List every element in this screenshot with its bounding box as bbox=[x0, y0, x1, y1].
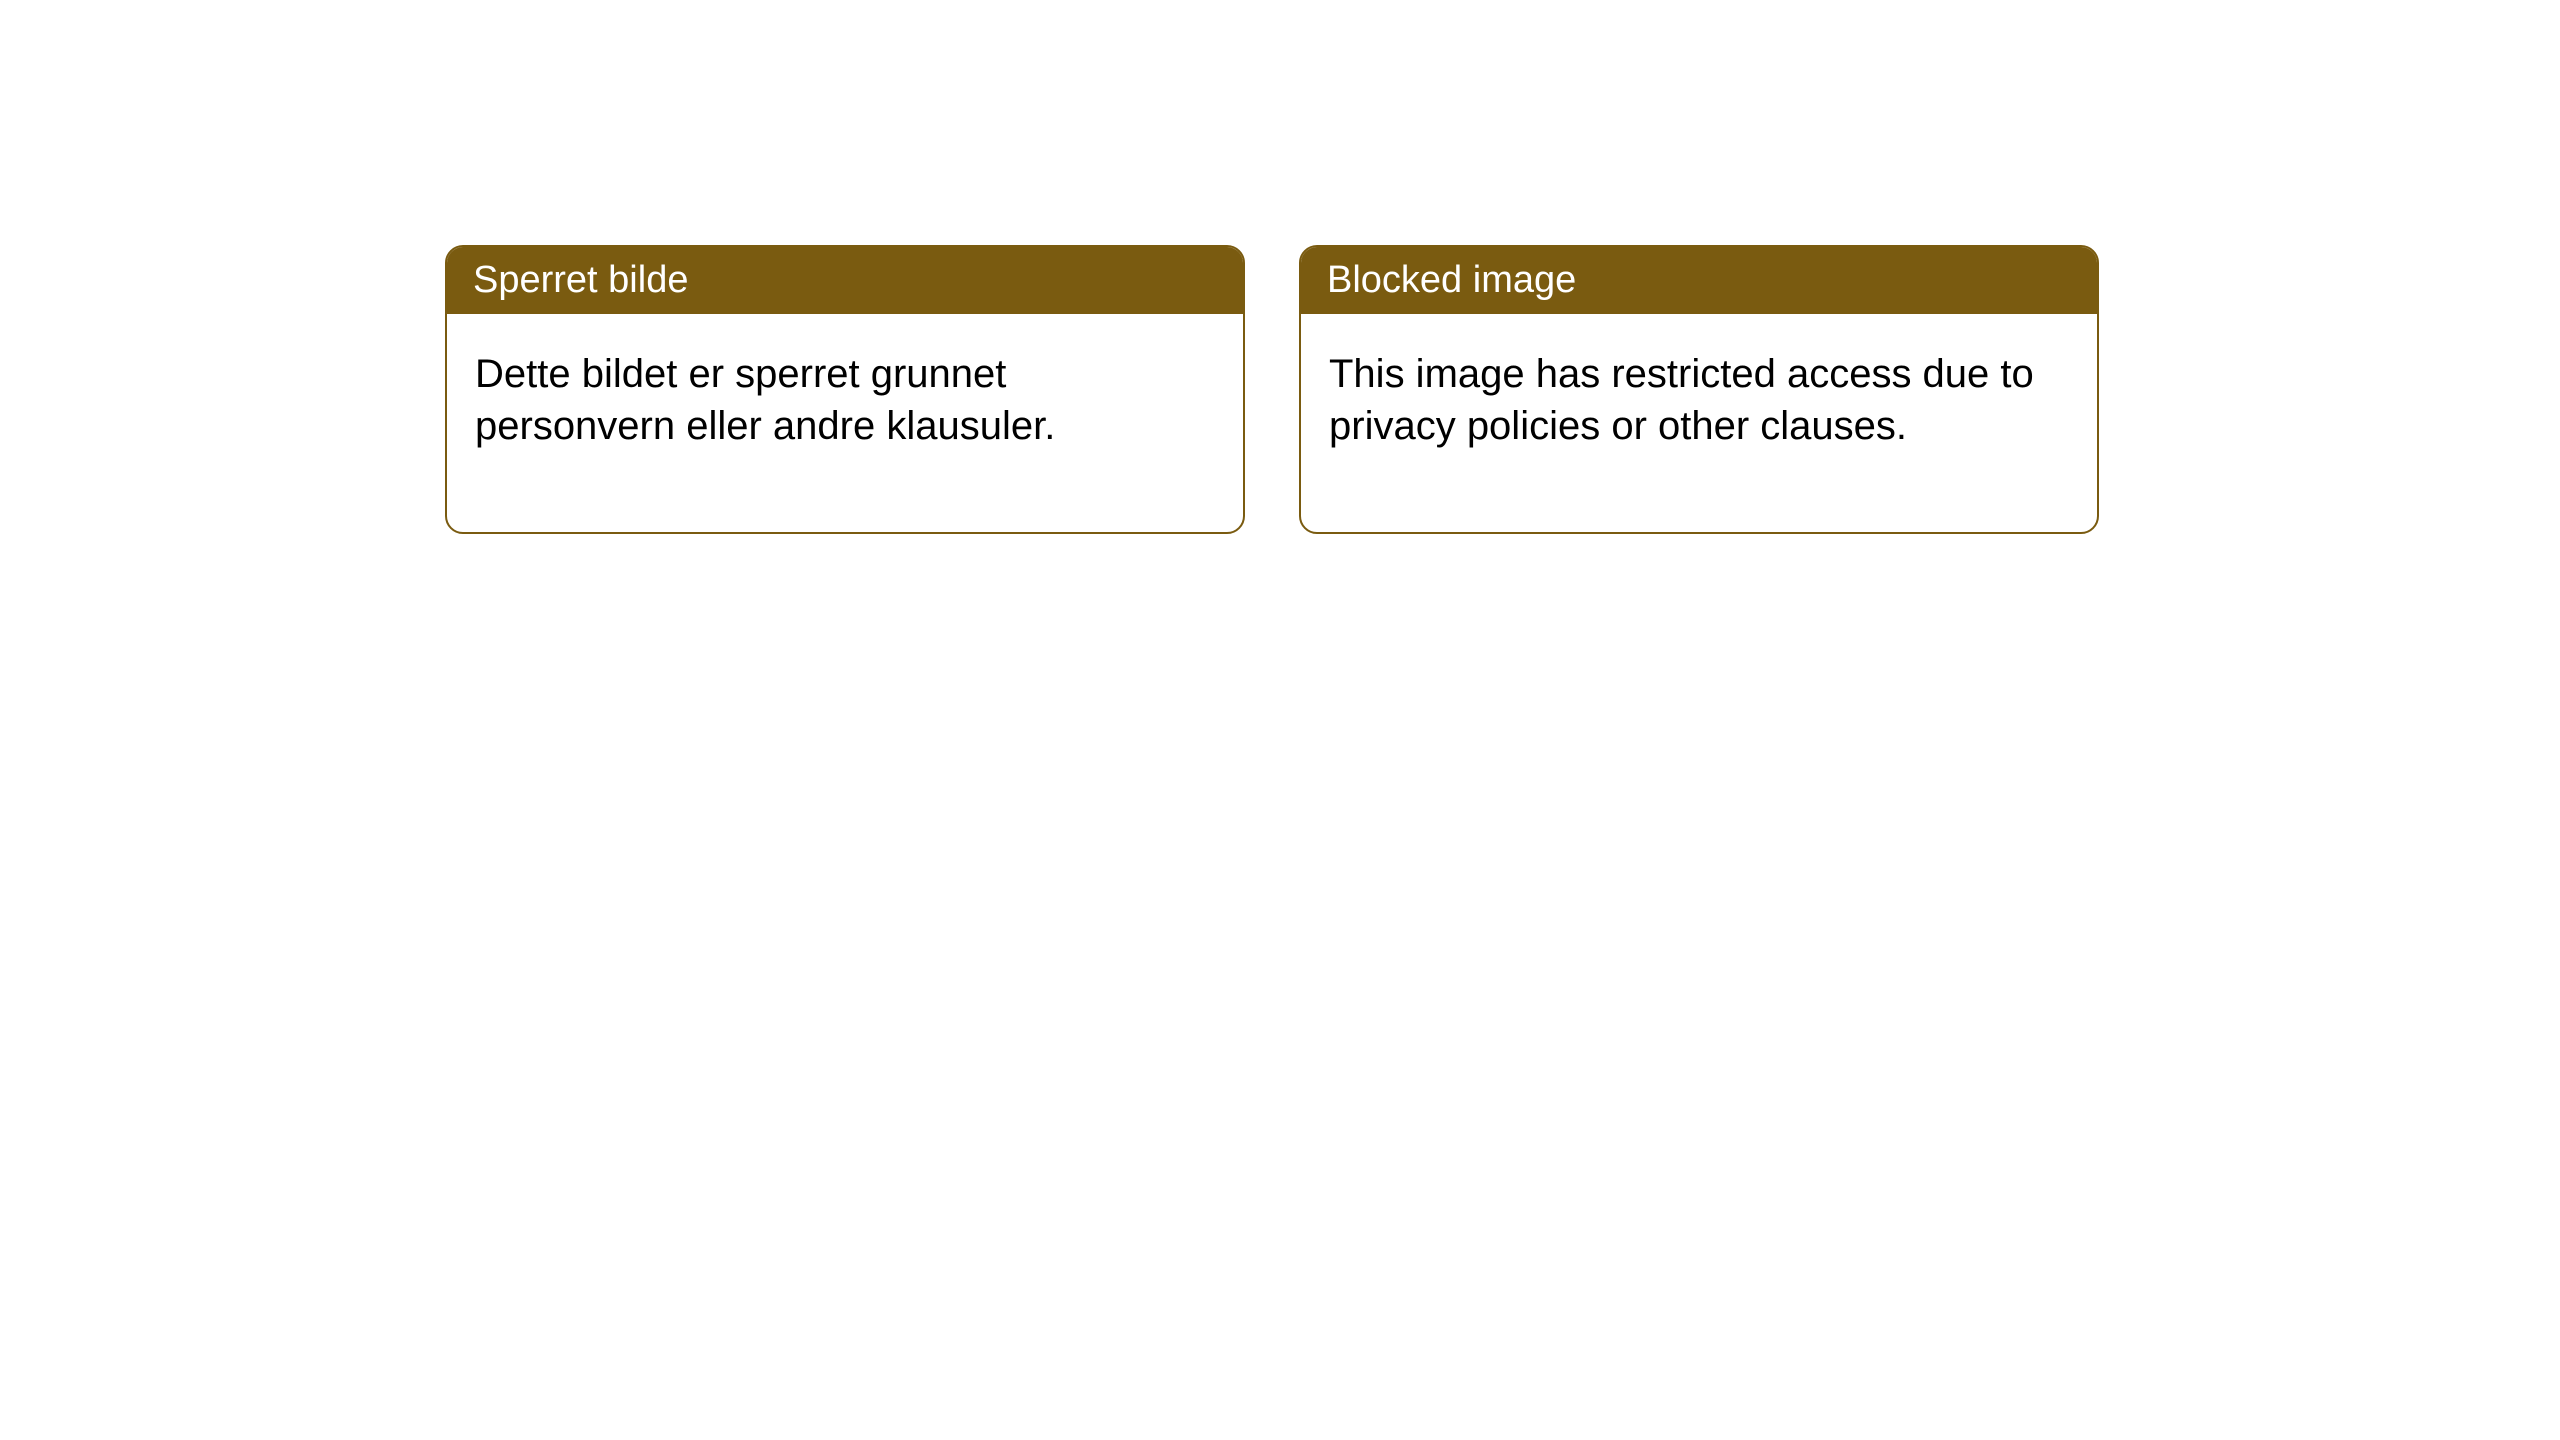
card-body: Dette bildet er sperret grunnet personve… bbox=[447, 314, 1243, 532]
notice-container: Sperret bilde Dette bildet er sperret gr… bbox=[445, 245, 2099, 534]
card-header: Blocked image bbox=[1301, 247, 2097, 314]
card-body: This image has restricted access due to … bbox=[1301, 314, 2097, 532]
notice-card-english: Blocked image This image has restricted … bbox=[1299, 245, 2099, 534]
card-header: Sperret bilde bbox=[447, 247, 1243, 314]
notice-card-norwegian: Sperret bilde Dette bildet er sperret gr… bbox=[445, 245, 1245, 534]
